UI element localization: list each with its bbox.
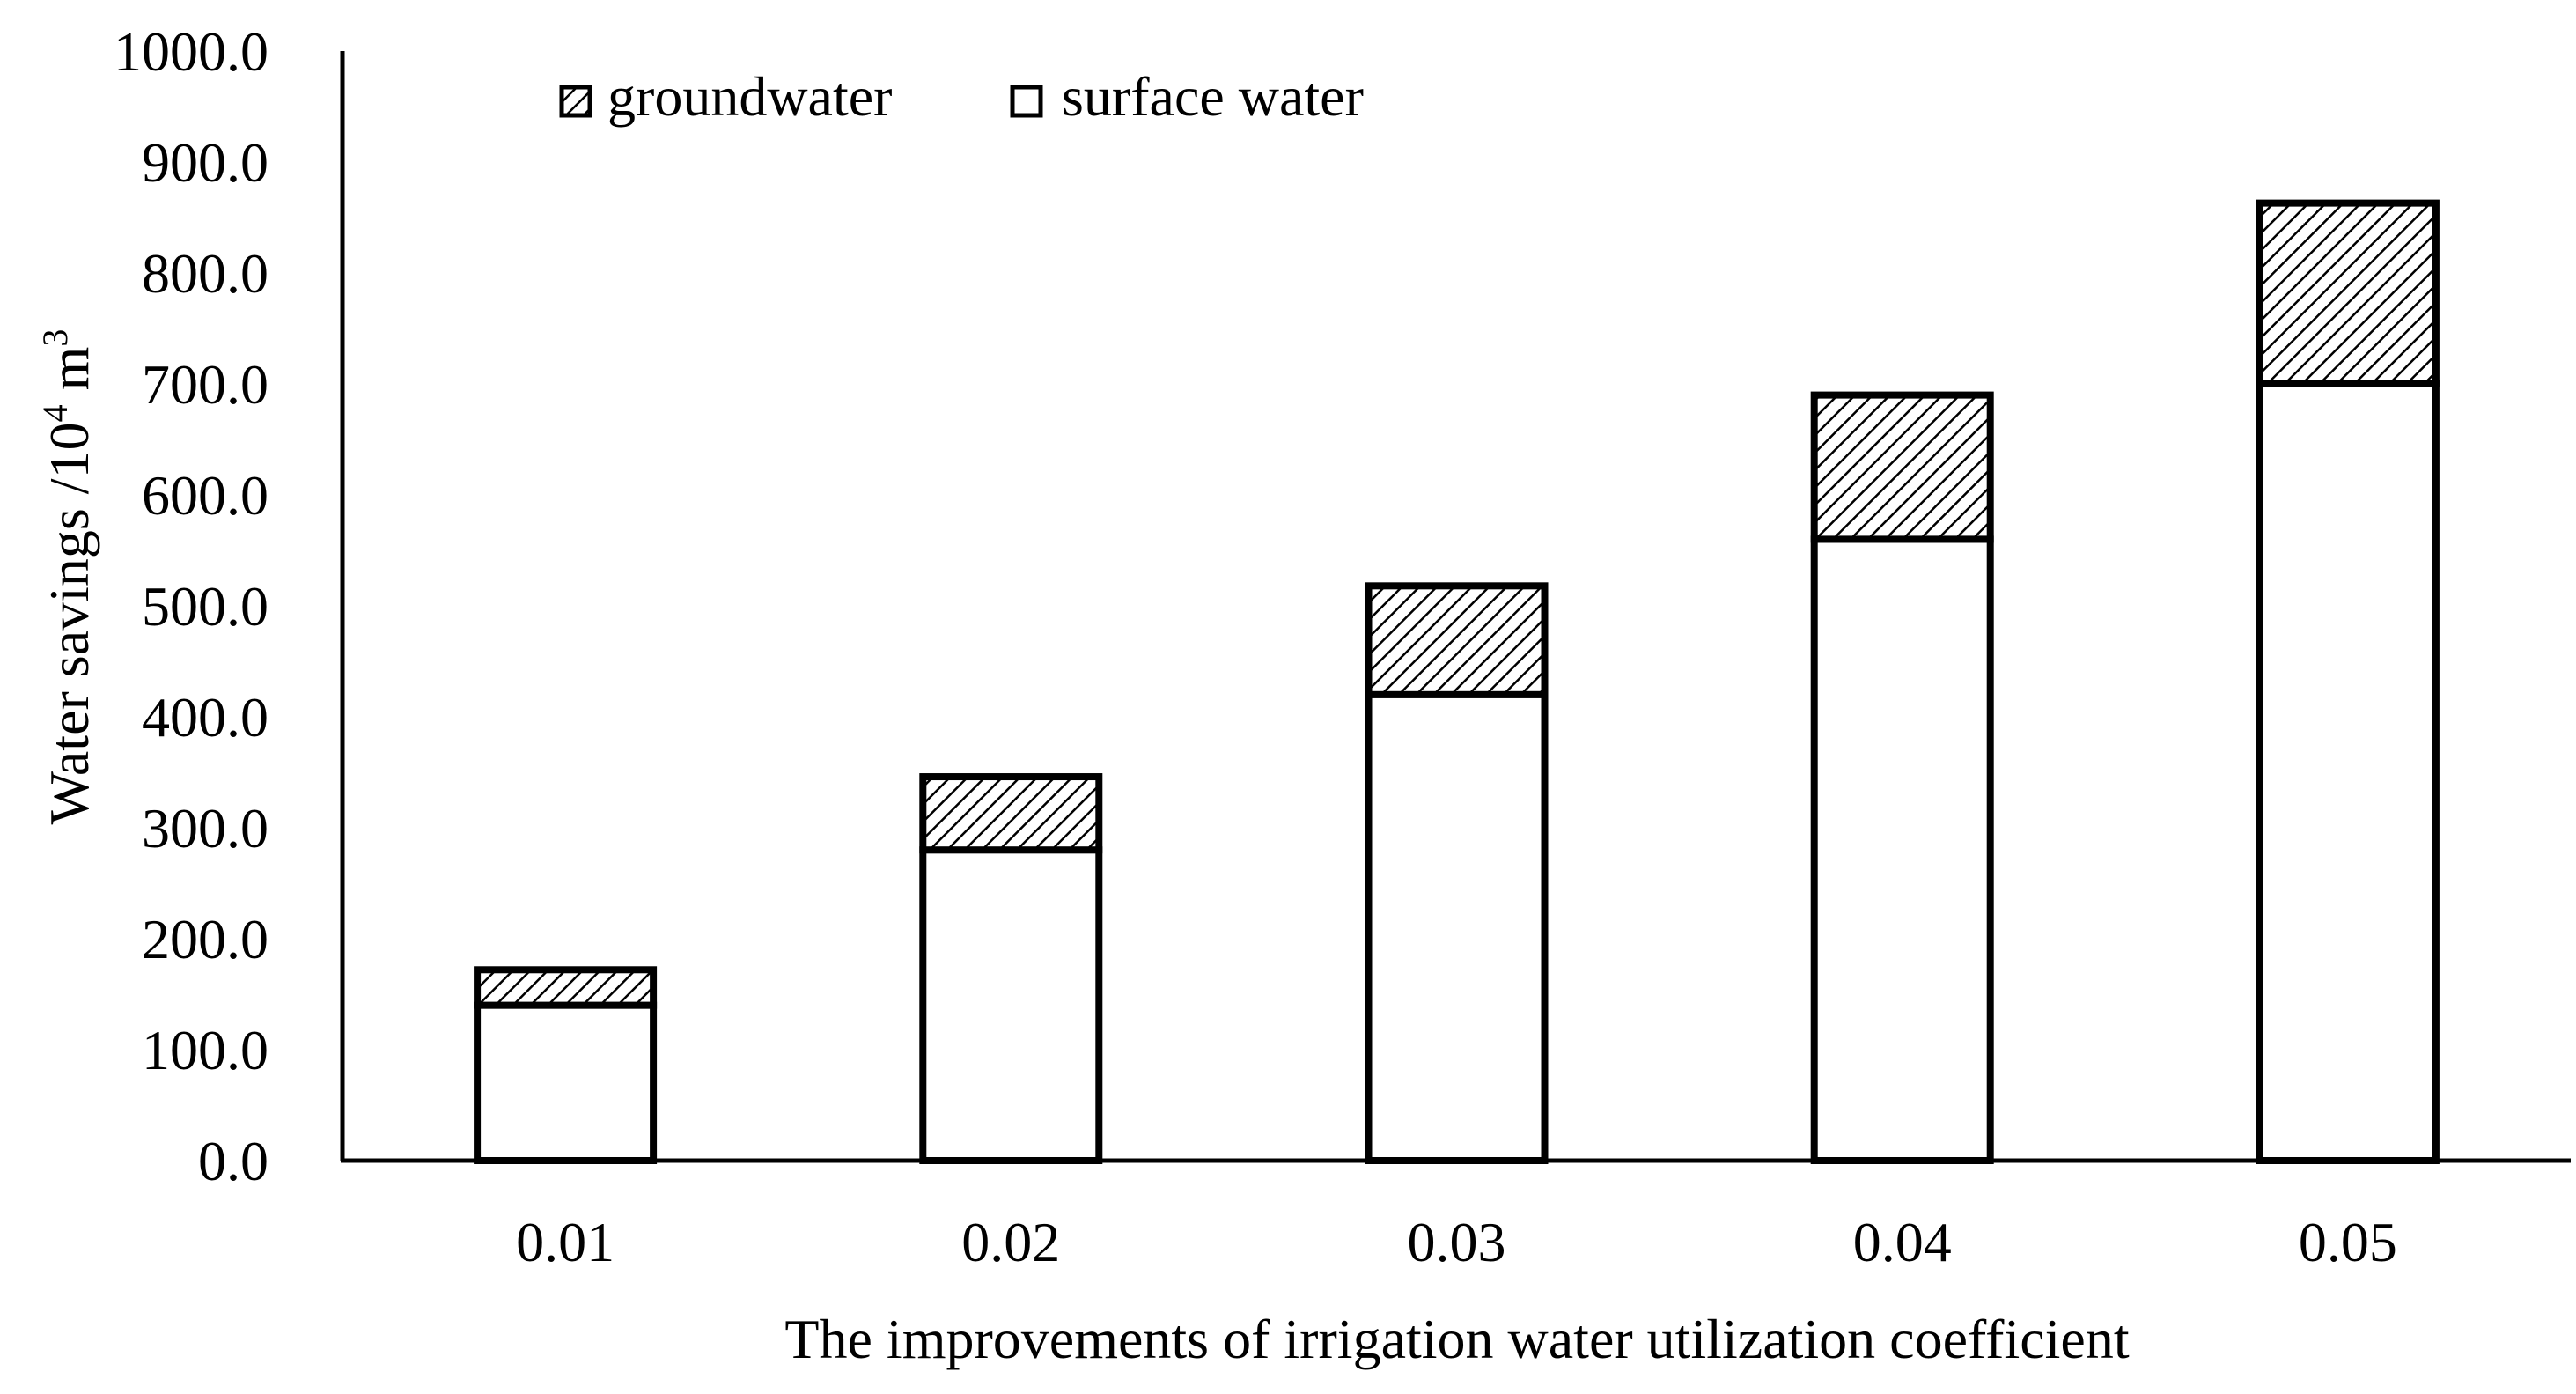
x-tick-label: 0.05 — [2299, 1211, 2397, 1273]
y-tick-label: 1000.0 — [114, 20, 269, 83]
bar-surface-water-0.03 — [1365, 690, 1549, 1164]
y-tick-label: 300.0 — [142, 797, 269, 859]
y-tick-label: 800.0 — [142, 242, 269, 305]
bars — [474, 199, 2440, 1164]
x-tick-label: 0.01 — [516, 1211, 615, 1273]
y-tick-label: 700.0 — [142, 353, 269, 416]
bar-groundwater-0.01 — [474, 966, 658, 1009]
bar-surface-water-0.04 — [1810, 535, 1994, 1164]
y-axis-label-middle: m — [38, 347, 100, 405]
bar-groundwater-0.03 — [1365, 582, 1549, 698]
legend-swatch-surface-water — [1010, 85, 1043, 118]
x-tick-label: 0.03 — [1408, 1211, 1506, 1273]
legend-swatch-groundwater — [559, 85, 592, 118]
legend-label-groundwater: groundwater — [607, 65, 892, 128]
y-axis-label-sup-2: 3 — [35, 329, 75, 347]
y-tick-label: 900.0 — [142, 131, 269, 194]
y-tick-label: 400.0 — [142, 686, 269, 749]
bar-surface-water-0.02 — [919, 846, 1103, 1164]
y-tick-label: 500.0 — [142, 575, 269, 638]
y-tick-label: 0.0 — [198, 1130, 269, 1192]
y-tick-label: 200.0 — [142, 908, 269, 970]
bar-surface-water-0.05 — [2256, 380, 2440, 1164]
x-tick-labels: 0.01 0.02 0.03 0.04 0.05 — [516, 1211, 2397, 1273]
x-axis-label: The improvements of irrigation water uti… — [784, 1308, 2129, 1370]
x-tick-label: 0.04 — [1853, 1211, 1952, 1273]
x-tick-label: 0.02 — [961, 1211, 1060, 1273]
y-tick-labels: 0.0 100.0 200.0 300.0 400.0 500.0 600.0 700.0 80… — [114, 20, 269, 1192]
y-axis-label-prefix: Water savings /10 — [38, 422, 100, 824]
bar-groundwater-0.02 — [919, 773, 1103, 854]
y-tick-label: 600.0 — [142, 464, 269, 527]
y-tick-label: 100.0 — [142, 1019, 269, 1081]
bar-groundwater-0.05 — [2256, 199, 2440, 387]
bar-groundwater-0.04 — [1810, 391, 1994, 543]
legend-label-surface-water: surface water — [1062, 65, 1364, 128]
y-axis-label: Water savings /104 m3 — [35, 329, 100, 825]
y-axis-label-sup-1: 4 — [35, 404, 75, 422]
bar-surface-water-0.01 — [474, 1001, 658, 1164]
legend: groundwater surface water — [559, 65, 1364, 128]
